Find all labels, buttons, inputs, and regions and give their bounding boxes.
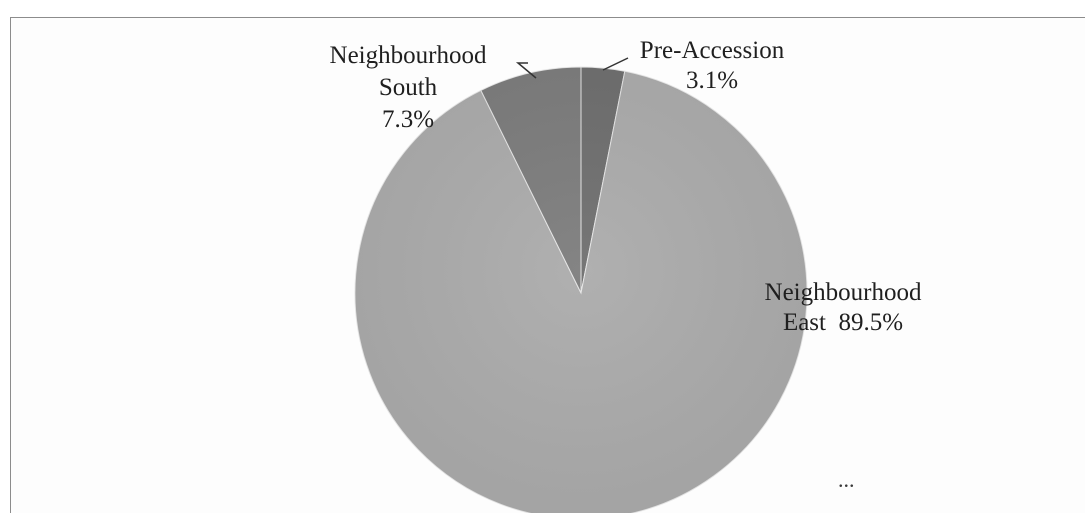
slice-label-line: East 89.5% xyxy=(783,309,903,336)
leader-lines xyxy=(515,57,629,79)
slice-label-pre-accession: Pre-Accession 3.1% xyxy=(640,37,785,94)
slice-label-line: Pre-Accession xyxy=(640,37,785,64)
leader-line-0 xyxy=(602,57,629,71)
pie-slices xyxy=(354,66,808,513)
slice-label-line: South xyxy=(379,74,438,101)
slice-label-line: 7.3% xyxy=(382,106,434,133)
footer-ellipsis: ... xyxy=(838,467,855,492)
leader-line-2 xyxy=(515,62,537,79)
slice-label-line: Neighbourhood xyxy=(765,279,922,306)
slice-label-neighbourhood-east: Neighbourhood East 89.5% xyxy=(765,279,922,336)
slice-labels: Pre-Accession 3.1% Neighbourhood East 89.5%… xyxy=(330,37,922,336)
slice-label-line: Neighbourhood xyxy=(330,42,487,69)
slice-label-line: 3.1% xyxy=(686,67,738,94)
slice-label-neighbourhood-south: Neighbourhood South 7.3% xyxy=(330,42,487,133)
